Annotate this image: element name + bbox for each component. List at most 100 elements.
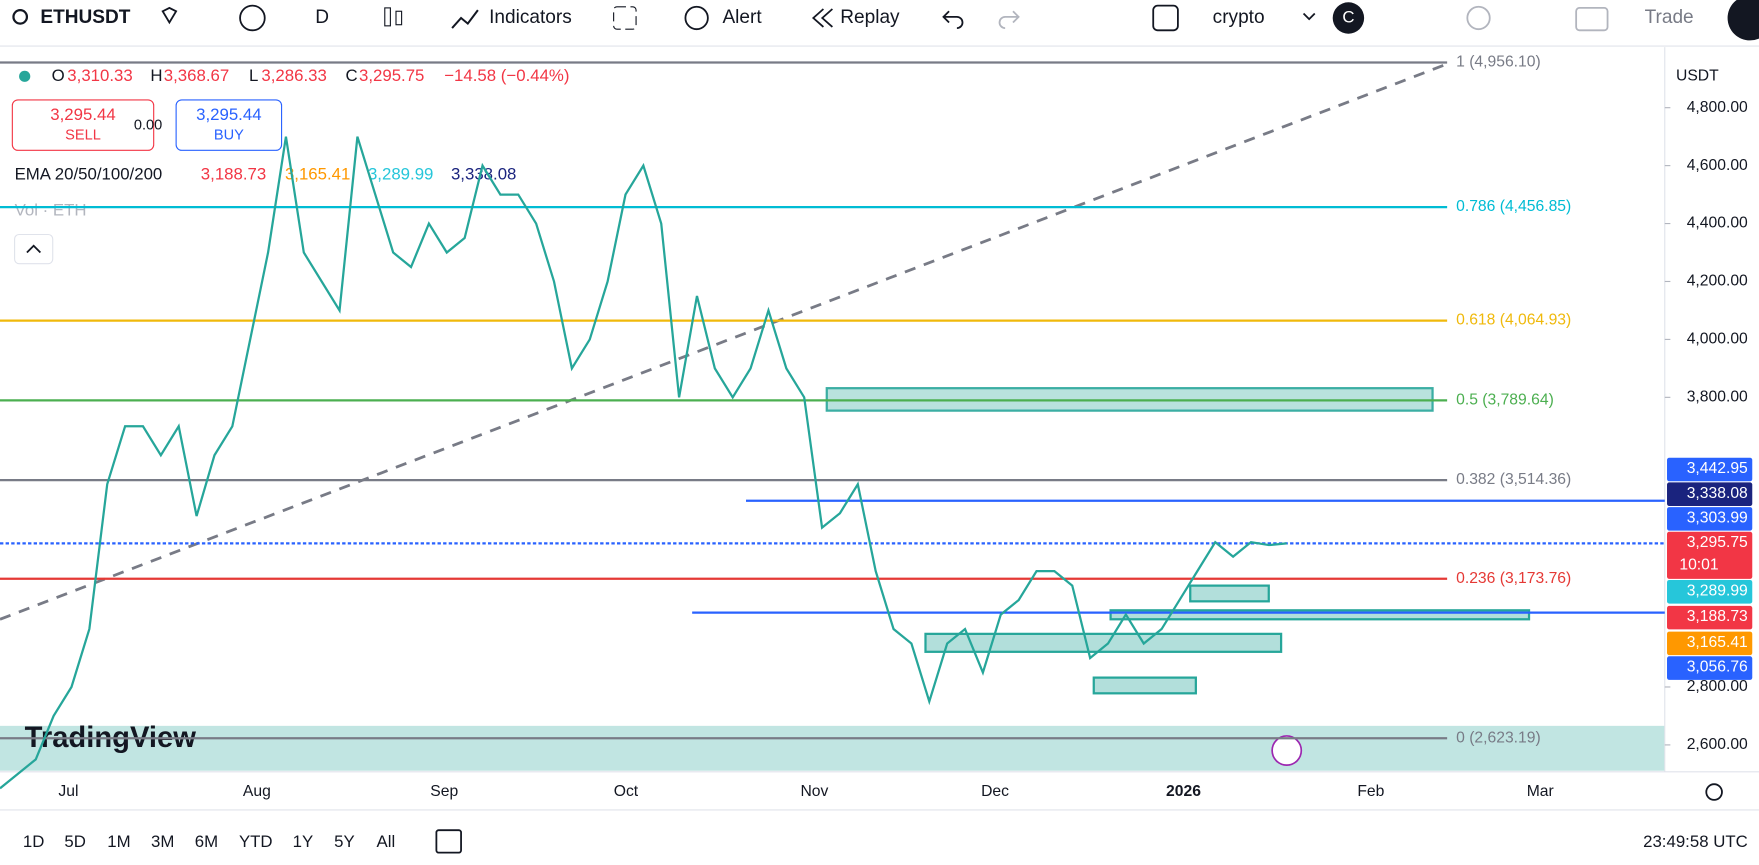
ohlc-value: 3,310.33: [67, 66, 132, 85]
x-tick-label: Sep: [430, 783, 458, 800]
zone: [1092, 676, 1197, 695]
plot: [0, 47, 1759, 773]
buy-label[interactable]: BUY: [214, 128, 244, 144]
collapse-icon[interactable]: [26, 244, 42, 254]
ohlc-label: C: [346, 66, 358, 85]
indicators-icon[interactable]: [451, 9, 479, 29]
candle-icon[interactable]: [395, 10, 403, 26]
fib-label: 0.5 (3,789.64): [1456, 391, 1554, 408]
price-label-bg: [1667, 457, 1753, 482]
price-label: 3,056.76: [1687, 659, 1748, 676]
timeframe-button[interactable]: 1D: [23, 832, 45, 851]
price-label-bg: [1667, 507, 1753, 531]
price-label: 3,188.73: [1687, 608, 1748, 625]
fib-label: 0.236 (3,173.76): [1456, 570, 1571, 587]
settings-button[interactable]: [1466, 5, 1491, 31]
timeframe-button[interactable]: All: [377, 832, 396, 851]
status-dot: [19, 70, 31, 82]
price-label: 3,338.08: [1687, 485, 1748, 502]
zone: [0, 725, 1665, 771]
bottom-bar: 23:49:58 UTC USDT: [0, 60, 1759, 854]
y-tick-label: 2,600.00: [1687, 736, 1748, 753]
publish-button[interactable]: [1727, 0, 1759, 41]
date-range-button[interactable]: [435, 829, 462, 854]
y-tick-label: 4,400.00: [1687, 215, 1748, 232]
ohlc-value: 3,286.33: [261, 66, 326, 85]
zone: [1109, 609, 1531, 621]
x-tick-label: Nov: [800, 783, 828, 800]
layout-name[interactable]: crypto: [1213, 7, 1265, 28]
timeframe-button[interactable]: 5D: [64, 832, 86, 851]
avatar-letter[interactable]: C: [1342, 7, 1354, 26]
undo-button[interactable]: [942, 10, 964, 29]
search-icon[interactable]: [12, 9, 29, 25]
timeframe-button[interactable]: 6M: [195, 832, 218, 851]
trade-button[interactable]: Trade: [1645, 7, 1694, 28]
price-label: 3,165.41: [1687, 634, 1748, 651]
x-tick-label: Mar: [1527, 783, 1554, 800]
sell-label[interactable]: SELL: [65, 128, 101, 144]
countdown: 10:01: [1679, 557, 1718, 574]
toolbar: ETHUSDT D Indicators Alert Replay crypto…: [0, 0, 1759, 47]
price-label: 3,303.99: [1687, 509, 1748, 526]
price-label-bg: [1667, 482, 1753, 506]
timeframe-button[interactable]: 5Y: [334, 832, 355, 851]
ohlc-label: O: [52, 66, 65, 85]
fib-label: 0 (2,623.19): [1456, 729, 1541, 746]
price-label: 3,442.95: [1687, 460, 1748, 477]
compare-button[interactable]: [239, 4, 266, 32]
y-tick-label: 4,600.00: [1687, 157, 1748, 174]
alert-icon[interactable]: [684, 5, 709, 31]
event-marker[interactable]: [1271, 735, 1303, 766]
clock: 23:49:58 UTC: [1643, 832, 1748, 851]
x-tick-label: 2026: [1166, 783, 1201, 800]
sell-price[interactable]: 3,295.44: [50, 105, 115, 124]
zone: [924, 632, 1283, 653]
volume-label: Vol · ETH: [15, 200, 87, 219]
snapshot-button[interactable]: [1575, 6, 1609, 32]
currency[interactable]: USDT: [1676, 67, 1719, 84]
timeframe-button[interactable]: 1Y: [293, 832, 314, 851]
x-tick-label: Feb: [1357, 783, 1384, 800]
candle-icon[interactable]: [384, 7, 391, 27]
templates-button[interactable]: [613, 6, 637, 30]
ohlc-label: H: [150, 66, 162, 85]
collapse-button[interactable]: [14, 233, 54, 265]
ohlc-label: L: [249, 66, 258, 85]
x-tick-label: Jul: [58, 783, 78, 800]
redo-button[interactable]: [998, 10, 1020, 29]
buy-button[interactable]: [175, 99, 283, 151]
y-tick-label: 4,000.00: [1687, 331, 1748, 348]
ohlc-change: −14.58 (−0.44%): [444, 66, 569, 85]
y-tick-label: 3,800.00: [1687, 388, 1748, 405]
x-tick-label: Dec: [981, 783, 1009, 800]
y-tick-label: 2,800.00: [1687, 678, 1748, 695]
symbol-icon[interactable]: [161, 6, 178, 25]
ohlc-value: 3,368.67: [164, 66, 229, 85]
sell-button[interactable]: [11, 99, 155, 151]
indicators-button[interactable]: Indicators: [489, 7, 572, 28]
layout-menu[interactable]: [1302, 12, 1316, 21]
price-label: 3,289.99: [1687, 582, 1748, 599]
avatar[interactable]: [1332, 2, 1365, 34]
interval[interactable]: D: [315, 7, 329, 28]
timeframe-button[interactable]: YTD: [239, 832, 273, 851]
symbol[interactable]: ETHUSDT: [40, 7, 130, 28]
fib-label: 1 (4,956.10): [1456, 54, 1541, 71]
ema-value: 3,188.73: [201, 164, 266, 183]
spread: 0.00: [134, 118, 162, 134]
timeframe-button[interactable]: 3M: [151, 832, 174, 851]
timeframe-button[interactable]: 1M: [107, 832, 130, 851]
buy-price[interactable]: 3,295.44: [196, 105, 261, 124]
alert-button[interactable]: Alert: [722, 7, 762, 28]
axis-settings[interactable]: [1705, 783, 1723, 801]
replay-button[interactable]: Replay: [840, 7, 900, 28]
layout-button[interactable]: [1152, 4, 1179, 32]
price-label-bg: [1667, 605, 1753, 630]
price-label-bg: [1667, 656, 1753, 680]
currency-select[interactable]: [1671, 60, 1755, 93]
trend-line: [0, 62, 1448, 621]
replay-icon[interactable]: [811, 8, 833, 28]
ema-value: 3,165.41: [285, 164, 350, 183]
